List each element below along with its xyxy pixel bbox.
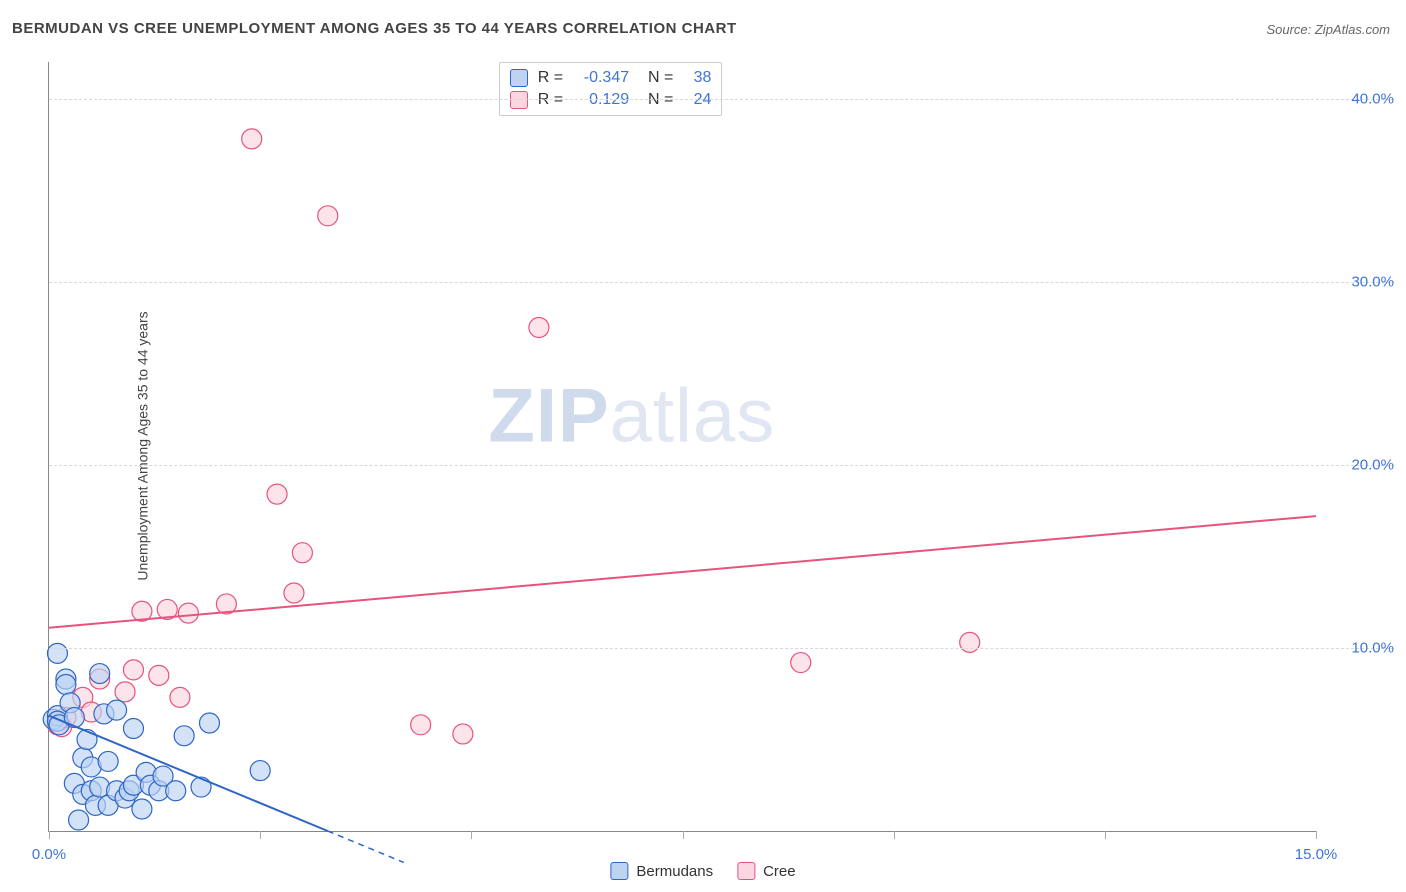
data-point — [174, 726, 194, 746]
chart-title: BERMUDAN VS CREE UNEMPLOYMENT AMONG AGES… — [12, 20, 737, 37]
data-point — [453, 724, 473, 744]
data-point — [191, 777, 211, 797]
data-point — [250, 761, 270, 781]
legend-swatch-icon — [510, 91, 528, 109]
y-tick-label: 30.0% — [1324, 273, 1394, 290]
x-tick-label: 15.0% — [1295, 846, 1338, 863]
trend-line-dash — [328, 831, 404, 862]
stat-n-value: 24 — [683, 91, 711, 109]
data-point — [960, 632, 980, 652]
stat-r-label: R = — [538, 91, 563, 109]
data-point — [318, 206, 338, 226]
data-point — [90, 664, 110, 684]
x-tick-mark — [1316, 831, 1317, 839]
data-point — [64, 707, 84, 727]
chart-container: BERMUDAN VS CREE UNEMPLOYMENT AMONG AGES… — [0, 0, 1406, 892]
x-tick-mark — [49, 831, 50, 839]
legend-swatch-icon — [737, 862, 755, 880]
legend-swatch-icon — [610, 862, 628, 880]
gridline — [49, 465, 1394, 466]
y-tick-label: 40.0% — [1324, 90, 1394, 107]
gridline — [49, 99, 1394, 100]
data-point — [791, 653, 811, 673]
x-tick-mark — [471, 831, 472, 839]
x-tick-mark — [1105, 831, 1106, 839]
stats-legend: R = -0.347 N = 38 R = 0.129 N = 24 — [499, 62, 723, 116]
data-point — [115, 682, 135, 702]
plot-area: ZIPatlas R =-0.347 N =38R =0.129 N =24 1… — [48, 62, 1316, 832]
data-point — [411, 715, 431, 735]
data-point — [132, 799, 152, 819]
legend-label: Bermudans — [636, 863, 713, 880]
x-tick-mark — [683, 831, 684, 839]
stat-n-label: N = — [639, 91, 673, 109]
data-point — [47, 643, 67, 663]
stats-row: R = 0.129 N = 24 — [510, 89, 712, 111]
data-point — [56, 675, 76, 695]
legend-swatch-icon — [510, 69, 528, 87]
data-point — [242, 129, 262, 149]
legend-label: Cree — [763, 863, 796, 880]
data-point — [149, 665, 169, 685]
y-tick-label: 10.0% — [1324, 639, 1394, 656]
gridline — [49, 282, 1394, 283]
data-point — [107, 700, 127, 720]
x-tick-mark — [894, 831, 895, 839]
y-tick-label: 20.0% — [1324, 456, 1394, 473]
data-point — [178, 603, 198, 623]
data-point — [170, 687, 190, 707]
legend-item: Cree — [737, 862, 796, 880]
stat-n-value: 38 — [683, 69, 711, 87]
plot-svg — [49, 62, 1316, 831]
x-tick-label: 0.0% — [32, 846, 66, 863]
stat-r-value: 0.129 — [573, 91, 629, 109]
x-tick-mark — [260, 831, 261, 839]
data-point — [267, 484, 287, 504]
stat-r-label: R = — [538, 69, 563, 87]
series-legend: Bermudans Cree — [610, 862, 795, 880]
gridline — [49, 648, 1394, 649]
stat-r-value: -0.347 — [573, 69, 629, 87]
stat-n-label: N = — [639, 69, 673, 87]
data-point — [123, 660, 143, 680]
trend-line — [49, 516, 1316, 628]
data-point — [529, 317, 549, 337]
data-point — [292, 543, 312, 563]
data-point — [69, 810, 89, 830]
data-point — [98, 751, 118, 771]
data-point — [166, 781, 186, 801]
legend-item: Bermudans — [610, 862, 713, 880]
source-attribution: Source: ZipAtlas.com — [1266, 22, 1390, 37]
stats-row: R = -0.347 N = 38 — [510, 67, 712, 89]
data-point — [284, 583, 304, 603]
data-point — [199, 713, 219, 733]
data-point — [123, 718, 143, 738]
